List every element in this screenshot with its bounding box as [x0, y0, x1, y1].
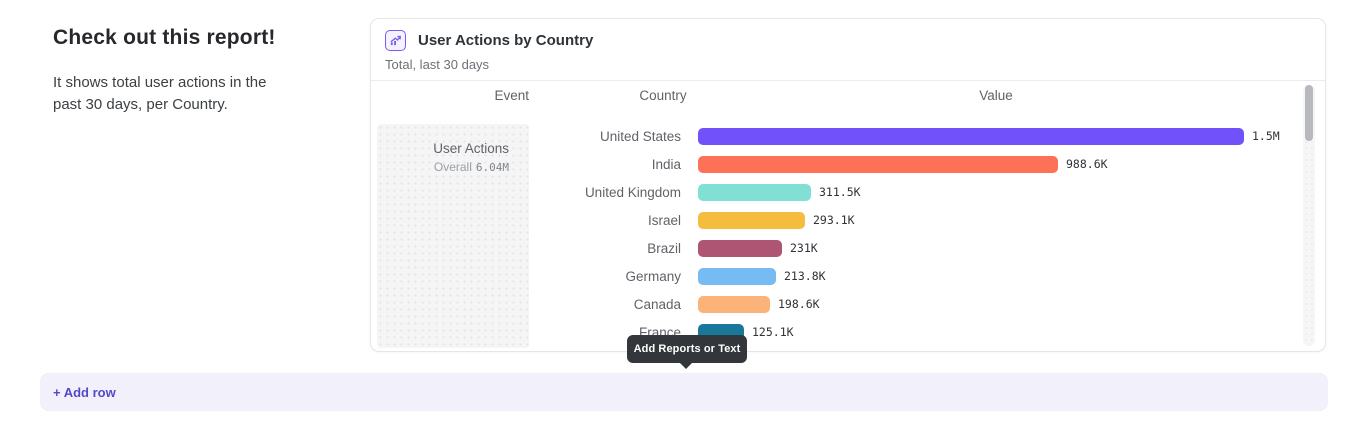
event-overall: Overall 6.04M: [377, 160, 509, 174]
value-bar[interactable]: [698, 127, 1244, 145]
event-name: User Actions: [433, 141, 509, 156]
country-label: United Kingdom: [584, 184, 681, 200]
column-header-country: Country: [639, 88, 687, 103]
intro-text-block: Check out this report! It shows total us…: [53, 26, 303, 116]
country-label: Canada: [633, 296, 681, 312]
country-label: Israel: [647, 212, 681, 228]
value-label: 293.1K: [813, 213, 855, 227]
country-label: Brazil: [647, 240, 681, 256]
tooltip-label: Add Reports or Text: [633, 343, 741, 355]
chart-row: United States 1.5M: [371, 122, 1325, 150]
report-title: User Actions by Country: [418, 32, 594, 49]
add-reports-tooltip: Add Reports or Text: [627, 335, 747, 369]
chart-row: Canada 198.6K: [371, 290, 1325, 318]
value-label: 231K: [790, 241, 818, 255]
country-label: United States: [599, 128, 681, 144]
report-card-header: User Actions by Country Total, last 30 d…: [371, 19, 1325, 81]
chart-row: Brazil 231K: [371, 234, 1325, 262]
event-overall-label: Overall: [433, 160, 472, 174]
add-row-label: + Add row: [53, 384, 116, 400]
chart-row: Germany 213.8K: [371, 262, 1325, 290]
value-label: 311.5K: [819, 185, 861, 199]
country-label: India: [651, 156, 681, 172]
chart-row: India 988.6K: [371, 150, 1325, 178]
report-chart-body: Event Country Value User Actions Overall…: [371, 81, 1325, 351]
add-row-button[interactable]: + Add row: [40, 373, 1328, 411]
value-bar[interactable]: [698, 267, 776, 285]
chart-row: United Kingdom 311.5K: [371, 178, 1325, 206]
report-widget-card[interactable]: User Actions by Country Total, last 30 d…: [370, 18, 1326, 352]
chart-row: France 125.1K: [371, 318, 1325, 346]
page-title: Check out this report!: [53, 26, 276, 49]
value-label: 988.6K: [1066, 157, 1108, 171]
chart-rows: United States 1.5M India 988.6K United K…: [371, 122, 1325, 346]
chart-scrollbar-thumb[interactable]: [1305, 85, 1313, 141]
chart-row: Israel 293.1K: [371, 206, 1325, 234]
value-label: 198.6K: [778, 297, 820, 311]
column-header-value: Value: [979, 88, 1013, 103]
event-cell[interactable]: User Actions Overall 6.04M: [377, 124, 529, 348]
line-chart-icon: [385, 30, 406, 51]
value-bar[interactable]: [698, 155, 1058, 173]
report-subtitle: Total, last 30 days: [385, 57, 490, 72]
value-bar[interactable]: [698, 211, 805, 229]
value-bar[interactable]: [698, 239, 782, 257]
chart-scrollbar-track[interactable]: [1303, 85, 1315, 346]
value-label: 125.1K: [752, 325, 794, 339]
column-header-event: Event: [494, 88, 529, 103]
value-label: 213.8K: [784, 269, 826, 283]
value-bar[interactable]: [698, 295, 770, 313]
event-overall-value: 6.04M: [475, 161, 509, 174]
country-label: Germany: [625, 268, 681, 284]
value-bar[interactable]: [698, 183, 811, 201]
value-label: 1.5M: [1252, 129, 1280, 143]
page-description: It shows total user actions in the past …: [53, 74, 267, 113]
